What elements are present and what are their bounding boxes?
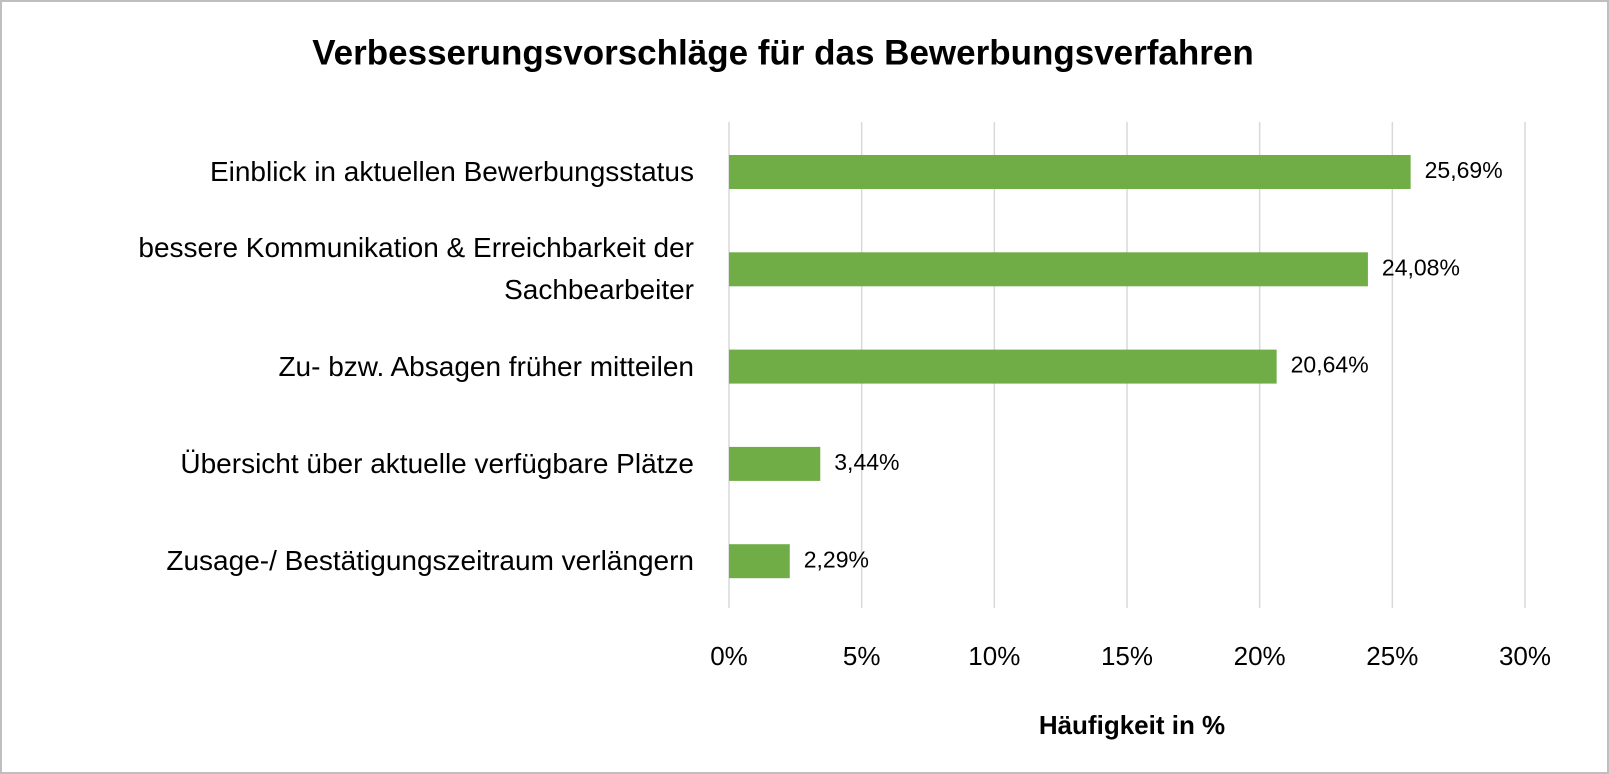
- bar: [729, 544, 790, 579]
- value-label: 24,08%: [1382, 254, 1460, 280]
- value-label: 2,29%: [804, 546, 869, 572]
- value-label: 3,44%: [834, 449, 899, 475]
- bar: [729, 349, 1277, 384]
- value-label: 25,69%: [1425, 157, 1503, 183]
- x-axis-title: Häufigkeit in %: [1039, 710, 1225, 740]
- bar: [729, 155, 1411, 189]
- bar: [729, 252, 1368, 287]
- y-tick-label: bessere Kommunikation & Erreichbarkeit d…: [138, 232, 694, 306]
- bar: [729, 446, 821, 481]
- x-tick-label: 25%: [1366, 641, 1418, 671]
- x-tick-label: 15%: [1101, 641, 1153, 671]
- y-tick-label: Zu- bzw. Absagen früher mitteilen: [278, 350, 694, 382]
- x-tick-label: 5%: [843, 641, 881, 671]
- x-tick-label: 20%: [1234, 641, 1286, 671]
- x-tick-label: 10%: [968, 641, 1020, 671]
- y-tick-label: Zusage-/ Bestätigungszeitraum verlängern: [166, 545, 694, 577]
- y-tick-label: Übersicht über aktuelle verfügbare Plätz…: [180, 447, 694, 479]
- y-tick-label: Einblick in aktuellen Bewerbungsstatus: [209, 156, 694, 187]
- value-label: 20,64%: [1291, 352, 1369, 378]
- x-tick-label: 30%: [1499, 641, 1551, 671]
- chart-title: Verbesserungsvorschläge für das Bewerbun…: [312, 33, 1253, 72]
- x-tick-label: 0%: [710, 641, 748, 671]
